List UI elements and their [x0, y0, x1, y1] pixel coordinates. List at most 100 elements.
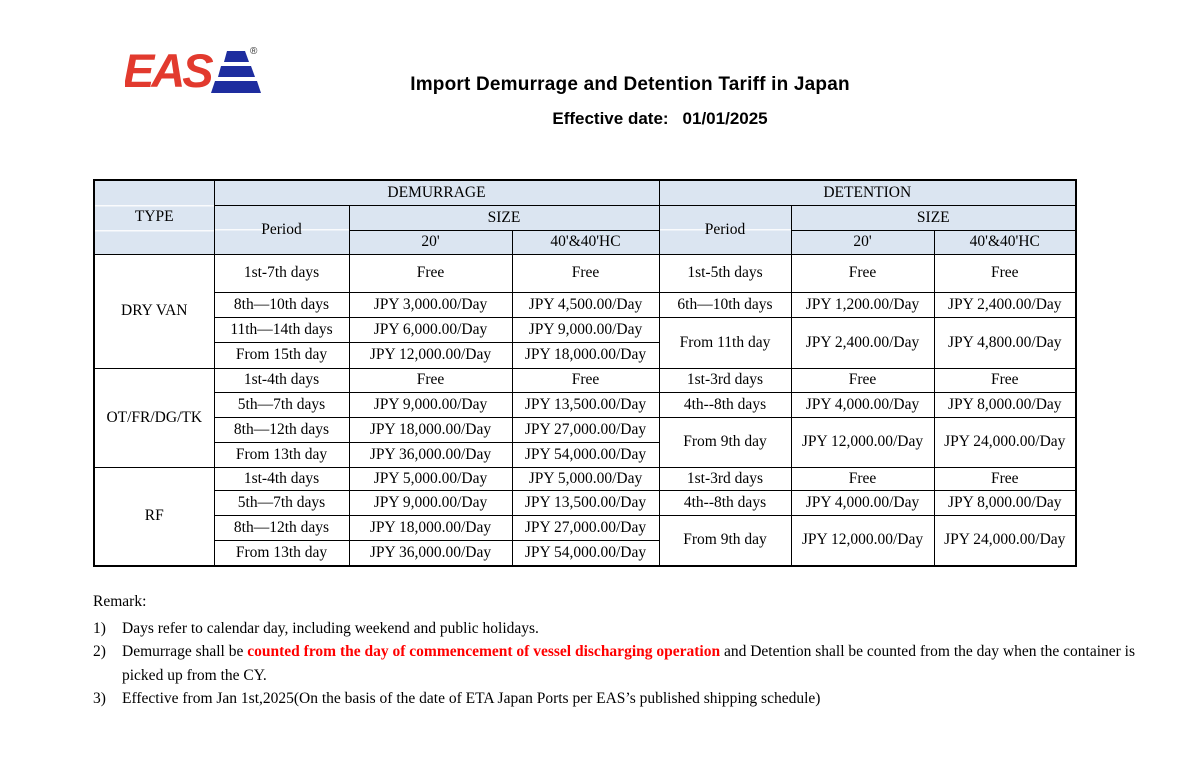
remark-item-1: 1) Days refer to calendar day, including…	[93, 617, 1160, 641]
rate-cell: JPY 4,800.00/Day	[933, 316, 1077, 369]
remark-number: 3)	[93, 690, 106, 707]
period-cell: 1st-5th days	[658, 253, 792, 293]
rate-cell: JPY 9,000.00/Day	[511, 316, 660, 343]
page-title: Import Demurrage and Detention Tariff in…	[410, 74, 850, 95]
table-row: 5th—7th days JPY 9,000.00/Day JPY 13,500…	[94, 489, 1077, 516]
rate-cell: Free	[933, 253, 1077, 293]
remark-number: 2)	[93, 643, 106, 660]
remark-item-3: 3) Effective from Jan 1st,2025(On the ba…	[93, 687, 1160, 711]
remarks-section: Remark: 1) Days refer to calendar day, i…	[93, 590, 1160, 711]
rate-cell: JPY 6,000.00/Day	[348, 316, 513, 343]
table-row: RF 1st-4th days JPY 5,000.00/Day JPY 5,0…	[93, 466, 1077, 567]
period-cell: 11th—14th days	[213, 316, 350, 343]
rate-cell: JPY 13,500.00/Day	[511, 489, 660, 516]
remark-item-2: 2) Demurrage shall be counted from the d…	[93, 640, 1160, 687]
rate-cell: Free	[933, 466, 1077, 491]
rate-cell: JPY 5,000.00/Day	[511, 466, 660, 491]
col-header-20-demurrage: 20'	[348, 229, 513, 255]
period-cell: From 11th day	[658, 316, 792, 369]
table-row: 5th—7th days JPY 9,000.00/Day JPY 13,500…	[94, 391, 1077, 418]
period-cell: 1st-3rd days	[658, 466, 792, 491]
period-cell: From 15th day	[213, 341, 350, 369]
period-cell: 8th—10th days	[213, 291, 350, 318]
remark-number: 1)	[93, 619, 106, 637]
table-row: 8th—12th days JPY 18,000.00/Day JPY 27,0…	[94, 416, 1077, 468]
remark-text-post: and Detention shall be counted from the …	[122, 643, 1136, 684]
rate-cell: Free	[790, 367, 935, 393]
remark-text-pre: Demurrage shall be	[122, 643, 248, 660]
table-row: From 15th day JPY 12,000.00/Day JPY 18,0…	[94, 341, 1076, 369]
effective-date-label: Effective date:	[552, 109, 669, 128]
col-header-period-demurrage: Period	[213, 204, 350, 255]
period-cell: 8th—12th days	[213, 416, 350, 443]
effective-date-value: 01/01/2025	[682, 109, 768, 128]
rate-cell: JPY 36,000.00/Day	[348, 539, 513, 567]
period-cell: 4th--8th days	[658, 489, 792, 516]
eas-logo: EAS ®	[125, 44, 261, 97]
rate-cell: JPY 4,000.00/Day	[790, 489, 935, 516]
table-row: 8th—12th days JPY 18,000.00/Day JPY 27,0…	[94, 514, 1077, 567]
effective-date-line: Effective date: 01/01/2025	[552, 109, 767, 129]
remark-text: Effective from Jan 1st,2025(On the basis…	[122, 690, 821, 707]
rate-cell: JPY 24,000.00/Day	[933, 514, 1077, 567]
rate-cell: JPY 5,000.00/Day	[348, 466, 513, 491]
registered-trademark-icon: ®	[250, 46, 258, 57]
rate-cell: Free	[790, 466, 935, 491]
period-cell: 8th—12th days	[213, 514, 350, 541]
eas-logo-text: EAS	[125, 44, 213, 97]
period-cell: From 13th day	[213, 539, 350, 567]
period-cell: 1st-7th days	[213, 253, 350, 293]
remark-text: Days refer to calendar day, including we…	[122, 619, 539, 637]
remark-highlight: counted from the day of commencement of …	[247, 643, 721, 660]
type-cell-dry-van: DRY VAN	[93, 253, 215, 369]
col-header-detention: DETENTION	[658, 179, 1077, 206]
rate-cell: Free	[348, 253, 513, 293]
table-row: 11th—14th days JPY 6,000.00/Day JPY 9,00…	[94, 316, 1077, 369]
remark-text: Demurrage shall be counted from the day …	[122, 640, 1160, 687]
period-cell: 4th--8th days	[658, 391, 792, 418]
rate-cell: Free	[790, 253, 935, 293]
rate-cell: JPY 27,000.00/Day	[511, 416, 660, 443]
rate-cell: JPY 27,000.00/Day	[511, 514, 660, 541]
rate-cell: JPY 2,400.00/Day	[790, 316, 935, 369]
rate-cell: JPY 8,000.00/Day	[933, 489, 1077, 516]
rate-cell: Free	[348, 367, 513, 393]
tariff-table: TYPE DEMURRAGE DETENTION Period SIZE Per…	[93, 179, 1078, 567]
table-row: From 13th day JPY 36,000.00/Day JPY 54,0…	[94, 441, 1076, 468]
rate-cell: JPY 1,200.00/Day	[790, 291, 935, 318]
rate-cell: JPY 3,000.00/Day	[348, 291, 513, 318]
rate-cell: JPY 12,000.00/Day	[348, 341, 513, 369]
rate-cell: JPY 54,000.00/Day	[511, 441, 660, 468]
rate-cell: JPY 18,000.00/Day	[348, 514, 513, 541]
period-cell: From 9th day	[658, 416, 792, 468]
type-cell-ot-fr-dg-tk: OT/FR/DG/TK	[93, 367, 215, 468]
period-cell: 1st-4th days	[213, 466, 350, 491]
col-header-type: TYPE	[93, 179, 215, 255]
table-row: From 13th day JPY 36,000.00/Day JPY 54,0…	[94, 539, 1076, 567]
col-header-40-demurrage: 40'&40'HC	[511, 229, 660, 255]
rate-cell: JPY 9,000.00/Day	[348, 391, 513, 418]
type-cell-rf: RF	[93, 466, 215, 567]
rate-cell: JPY 9,000.00/Day	[348, 489, 513, 516]
table-row: 8th—10th days JPY 3,000.00/Day JPY 4,500…	[94, 291, 1077, 318]
rate-cell: JPY 54,000.00/Day	[511, 539, 660, 567]
period-cell: 1st-4th days	[213, 367, 350, 393]
period-cell: From 13th day	[213, 441, 350, 468]
logo-stripe-bottom-icon	[211, 81, 261, 93]
col-header-40-detention: 40'&40'HC	[933, 229, 1077, 255]
remarks-title: Remark:	[93, 593, 147, 610]
rate-cell: JPY 13,500.00/Day	[511, 391, 660, 418]
col-header-period-detention: Period	[658, 204, 792, 255]
rate-cell: Free	[511, 253, 660, 293]
rate-cell: JPY 2,400.00/Day	[933, 291, 1077, 318]
col-header-size-demurrage: SIZE	[348, 204, 660, 231]
rate-cell: JPY 36,000.00/Day	[348, 441, 513, 468]
table-row: DRY VAN 1st-7th days Free Free 1st-5th d…	[93, 253, 1077, 369]
period-cell: 1st-3rd days	[658, 367, 792, 393]
period-cell: 5th—7th days	[213, 489, 350, 516]
rate-cell: JPY 4,000.00/Day	[790, 391, 935, 418]
rate-cell: JPY 24,000.00/Day	[933, 416, 1077, 468]
period-cell: From 9th day	[658, 514, 792, 567]
rate-cell: JPY 12,000.00/Day	[790, 514, 935, 567]
